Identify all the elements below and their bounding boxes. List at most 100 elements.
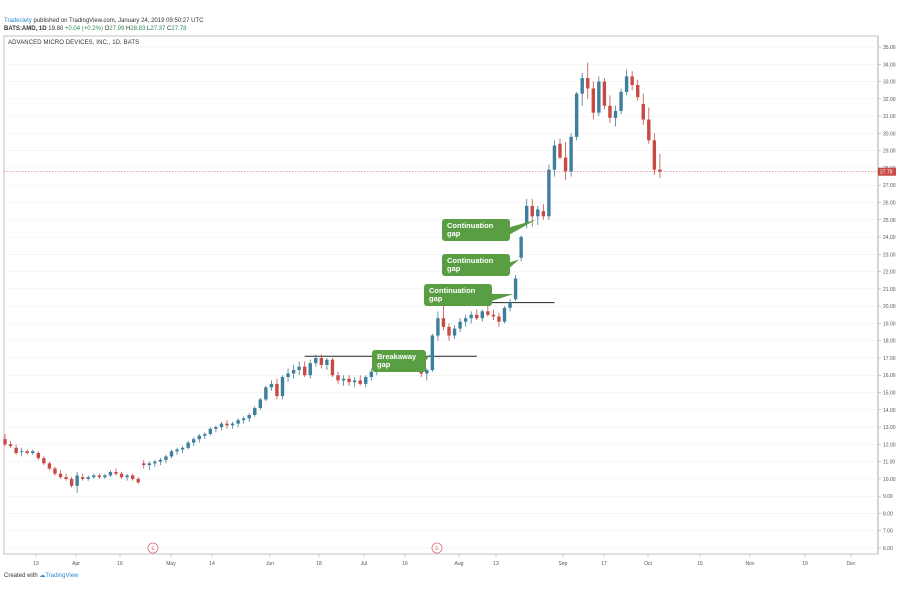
candle (142, 459, 146, 469)
candle (92, 473, 96, 479)
candle (275, 378, 279, 400)
x-tick-label: Sep (559, 561, 568, 567)
candle (580, 72, 584, 106)
candle-body (347, 378, 351, 383)
candle (308, 359, 312, 379)
candle-body (552, 145, 557, 170)
y-tick-label: 34.00 (883, 62, 896, 68)
candle (547, 164, 551, 220)
candle-body (536, 209, 540, 217)
candle-body (36, 452, 40, 459)
candle (153, 459, 157, 467)
candle-body (230, 423, 235, 426)
candle (336, 371, 340, 384)
candle-body (153, 461, 157, 464)
candle (286, 368, 290, 383)
y-tick-label: 21.00 (883, 287, 896, 293)
candle-body (608, 105, 612, 118)
candle (180, 446, 185, 453)
y-tick-label: 31.00 (883, 114, 896, 120)
candle (441, 306, 446, 331)
candle (219, 421, 224, 431)
candle-body (258, 399, 262, 409)
annotation-text: gap (447, 229, 461, 238)
annotation-text: gap (447, 264, 461, 273)
candle (502, 306, 507, 324)
y-tick-label: 29.00 (883, 149, 896, 155)
candle (192, 437, 196, 447)
y-tick-label: 18.00 (883, 339, 896, 345)
candle-body (486, 311, 490, 315)
candle-body (364, 376, 368, 384)
candle (452, 325, 457, 339)
x-tick-label: 13 (493, 561, 499, 567)
close-value: 27.78 (171, 26, 187, 32)
close-label: C (167, 26, 172, 32)
annotation-box (372, 350, 426, 372)
candle (208, 427, 213, 436)
candle-body (525, 205, 529, 224)
candle-body (647, 119, 651, 141)
candle (364, 375, 368, 388)
candle-body (591, 88, 595, 113)
candle (247, 413, 251, 422)
gap-levels (304, 302, 555, 357)
y-tick-label: 14.00 (883, 408, 896, 414)
candle-body (469, 314, 473, 319)
candle (203, 432, 207, 440)
annotation-box (442, 219, 510, 241)
candle (624, 69, 629, 96)
candle (475, 309, 479, 320)
x-tick-label: 19 (802, 561, 808, 567)
candle (42, 456, 46, 466)
x-tick-label: 14 (209, 561, 215, 567)
earnings-marker-label: E (435, 546, 439, 552)
candle-body (64, 477, 68, 479)
candle-body (108, 471, 113, 476)
candle-body (19, 451, 24, 453)
candle (536, 205, 540, 225)
candle (369, 368, 373, 381)
time-axis[interactable]: 13 Apr 16 May 14 Jun 18 Jul 16 Aug 13 Sep 17 Oct 15 Nov… (33, 554, 856, 567)
candle-body (530, 205, 534, 217)
candle-body (125, 475, 129, 478)
candle (563, 142, 568, 181)
tradingview-link[interactable]: TradingView (45, 573, 79, 579)
x-tick-label: Jul (361, 561, 367, 567)
x-tick-label: 17 (601, 561, 607, 567)
candle-body (658, 169, 662, 172)
candle (352, 376, 357, 388)
price-axis[interactable]: 6.00 7.00 8.00 9.00 10.00 11.00 12.00 13.00 14.0… (878, 45, 896, 552)
y-tick-label: 7.00 (883, 529, 893, 535)
annotation-pointer (504, 219, 536, 238)
earnings-marker-circle (431, 542, 443, 554)
candle-body (203, 433, 207, 436)
candle-body (75, 475, 79, 486)
earnings-marker: E (431, 542, 443, 554)
x-tick-label: 18 (316, 561, 322, 567)
candle-body (136, 478, 140, 483)
candle-body (180, 447, 185, 450)
candle-body (491, 314, 496, 317)
author-link[interactable]: Tradeciety (4, 18, 32, 24)
candle (613, 105, 618, 127)
candle (58, 470, 63, 479)
grid (4, 46, 878, 549)
candle (158, 458, 163, 466)
candle-body (308, 363, 312, 376)
candle (97, 473, 102, 479)
candle-body (436, 318, 440, 336)
y-tick-label: 19.00 (883, 321, 896, 327)
candle-body (425, 370, 429, 374)
candle (81, 473, 85, 481)
candle (319, 354, 324, 369)
candle-body (119, 473, 124, 478)
candle-body (563, 157, 568, 172)
candle (447, 323, 451, 341)
candle-body (330, 359, 335, 376)
low-label: L (147, 26, 151, 32)
candle (541, 204, 546, 220)
